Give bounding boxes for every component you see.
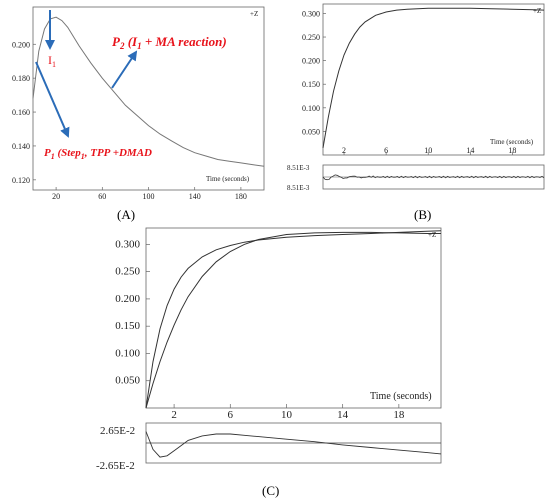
annotation-i1: I1 — [48, 53, 56, 69]
panel-c-frame — [145, 227, 442, 409]
panel-a-corner-label: +Z — [250, 10, 258, 18]
panel-c-residual-bottom-label: -2.65E-2 — [96, 460, 135, 472]
panel-c-y-ticks: 0.050 0.100 0.150 0.200 0.250 0.300 — [115, 238, 150, 387]
panel-c-series-line-2 — [145, 231, 441, 409]
y-tick-label: 0.200 — [12, 40, 30, 49]
panel-b-x-label: Time (seconds) — [490, 138, 534, 146]
panel-b-residual-top-label: 8.51E-3 — [287, 164, 310, 172]
panel-b-residual-bottom-label: 8.51E-3 — [287, 184, 310, 192]
x-tick-label: 6 — [228, 409, 234, 421]
y-tick-label: 0.100 — [302, 104, 320, 113]
y-tick-label: 0.180 — [12, 74, 30, 83]
x-tick-label: 18 — [393, 409, 405, 421]
y-tick-label: 0.150 — [302, 80, 320, 89]
y-tick-label: 0.050 — [115, 375, 140, 387]
x-tick-label: 2 — [342, 146, 346, 155]
y-tick-label: 0.140 — [12, 142, 30, 151]
arrow-p2 — [111, 50, 138, 89]
panel-b-x-ticks: 2 6 10 14 18 — [342, 146, 516, 155]
arrow-p1 — [35, 61, 70, 138]
panel-c-series-line-1 — [145, 230, 442, 409]
y-tick-label: 0.250 — [302, 33, 320, 42]
x-tick-label: 20 — [52, 192, 60, 201]
x-tick-label: 180 — [235, 192, 247, 201]
x-tick-label: 6 — [384, 146, 388, 155]
y-tick-label: 0.150 — [115, 320, 140, 332]
panel-a-series-line — [32, 16, 265, 167]
panel-c-x-ticks: 2 6 10 14 18 — [171, 404, 405, 421]
panel-c-residual-line — [145, 431, 442, 458]
x-tick-label: 100 — [143, 192, 155, 201]
y-tick-label: 0.050 — [302, 127, 320, 136]
panel-a-x-ticks: 20 60 100 140 180 — [52, 187, 247, 201]
y-tick-label: 0.300 — [115, 238, 140, 250]
panel-a-x-label: Time (seconds) — [206, 175, 250, 183]
annotation-p2: P2 (I1 + MA reaction) — [112, 34, 227, 51]
panel-b-frame — [322, 3, 545, 156]
panel-b-corner-label: +Z — [533, 7, 541, 15]
annotation-p1: P1 (Step1, TPP +DMAD — [44, 147, 152, 161]
panel-c-corner-label: +Z — [428, 231, 436, 239]
panel-c-residual-top-label: 2.65E-2 — [100, 425, 135, 437]
y-tick-label: 0.300 — [302, 9, 320, 18]
y-tick-label: 0.120 — [12, 176, 30, 185]
panel-b-series-line — [322, 7, 545, 148]
panel-c-label: (C) — [262, 483, 279, 498]
panel-b-residual-line — [322, 174, 545, 181]
panel-c-x-label: Time (seconds) — [370, 391, 432, 402]
y-tick-label: 0.250 — [115, 266, 140, 278]
x-tick-label: 10 — [281, 409, 293, 421]
panel-a-y-ticks: 0.120 0.140 0.160 0.180 0.200 — [12, 40, 36, 185]
y-tick-label: 0.100 — [115, 347, 140, 359]
y-tick-label: 0.160 — [12, 108, 30, 117]
y-tick-label: 0.200 — [302, 57, 320, 66]
panel-b-label: (B) — [414, 207, 431, 222]
x-tick-label: 2 — [171, 409, 177, 421]
x-tick-label: 60 — [98, 192, 106, 201]
x-tick-label: 140 — [189, 192, 201, 201]
x-tick-label: 14 — [337, 409, 349, 421]
x-tick-label: 10 — [424, 146, 432, 155]
x-tick-label: 18 — [508, 146, 516, 155]
x-tick-label: 14 — [466, 146, 474, 155]
panel-b-y-ticks: 0.050 0.100 0.150 0.200 0.250 0.300 — [302, 9, 326, 136]
y-tick-label: 0.200 — [115, 293, 140, 305]
panel-a-label: (A) — [117, 207, 135, 222]
